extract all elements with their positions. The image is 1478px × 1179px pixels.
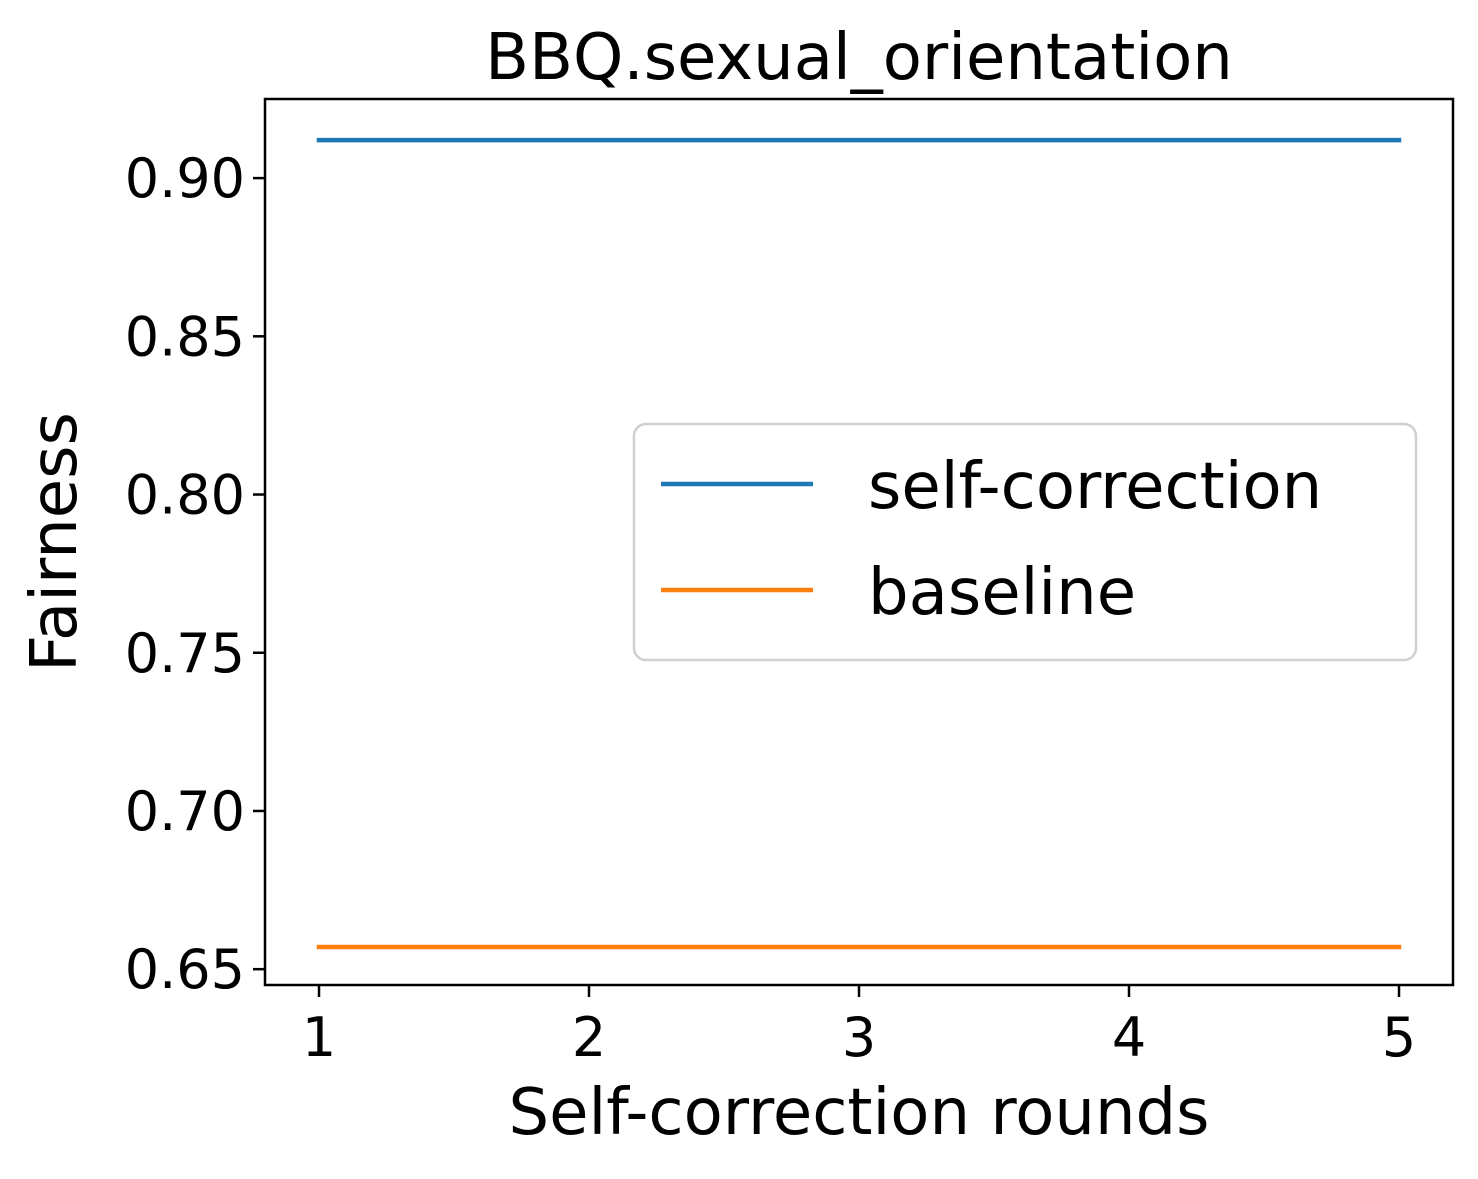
x-axis-label: Self-correction rounds: [509, 1076, 1210, 1150]
x-tick-label-1: 1: [302, 1006, 336, 1069]
x-axis-ticks: 1 2 3 4 5: [302, 985, 1416, 1069]
legend: self-correction baseline: [634, 424, 1416, 660]
y-axis-label: Fairness: [18, 412, 92, 672]
legend-label-self-correction: self-correction: [868, 450, 1322, 524]
chart-title: BBQ.sexual_orientation: [485, 21, 1233, 95]
y-tick-label-0.90: 0.90: [125, 147, 245, 210]
y-tick-label-0.70: 0.70: [125, 780, 245, 843]
y-tick-label-0.75: 0.75: [125, 622, 245, 685]
x-tick-label-2: 2: [572, 1006, 606, 1069]
y-tick-label-0.65: 0.65: [125, 938, 245, 1001]
y-axis-ticks: 0.65 0.70 0.75 0.80 0.85 0.90: [125, 147, 265, 1001]
x-tick-label-4: 4: [1112, 1006, 1146, 1069]
x-tick-label-5: 5: [1382, 1006, 1416, 1069]
x-tick-label-3: 3: [842, 1006, 876, 1069]
y-tick-label-0.80: 0.80: [125, 464, 245, 527]
y-tick-label-0.85: 0.85: [125, 305, 245, 368]
legend-label-baseline: baseline: [868, 556, 1136, 630]
